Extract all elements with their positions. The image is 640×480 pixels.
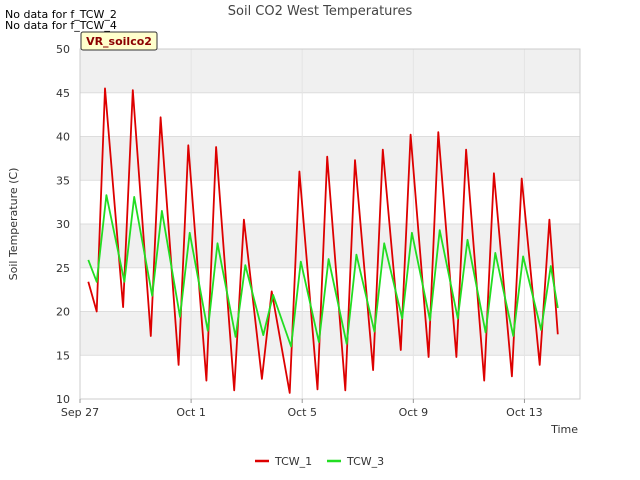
y-tick-label: 45 — [56, 87, 70, 100]
plot-band — [80, 355, 580, 399]
legend-label: TCW_3 — [346, 455, 384, 468]
x-tick-label: Sep 27 — [61, 406, 99, 419]
plot-band — [80, 92, 580, 137]
plot-band — [80, 49, 580, 93]
no-data-notice: No data for f_TCW_4 — [5, 19, 117, 32]
badge-box — [80, 31, 158, 51]
x-tick-label: Oct 5 — [287, 406, 317, 419]
y-tick-label: 15 — [56, 349, 70, 362]
plot-band — [80, 311, 580, 356]
series-line-tcw-3 — [87, 194, 559, 348]
legend-label: TCW_1 — [274, 455, 312, 468]
y-tick-label: 25 — [56, 262, 70, 275]
y-tick-label: 35 — [56, 174, 70, 187]
y-tick-label: 40 — [56, 131, 70, 144]
plot-band — [80, 267, 580, 312]
plot-band — [80, 136, 580, 181]
y-tick-label: 30 — [56, 218, 70, 231]
plot-frame — [79, 48, 581, 400]
x-tick-label: Oct 9 — [399, 406, 429, 419]
no-data-notice: No data for f_TCW_2 — [5, 8, 117, 21]
y-axis-label: Soil Temperature (C) — [7, 168, 20, 281]
x-axis-label: Time — [550, 423, 578, 436]
series-line-tcw-1 — [87, 87, 559, 394]
badge-label: VR_soilco2 — [86, 35, 152, 48]
x-tick-label: Oct 13 — [506, 406, 543, 419]
x-tick-label: Oct 1 — [176, 406, 206, 419]
y-tick-label: 20 — [56, 306, 70, 319]
chart-title: Soil CO2 West Temperatures — [228, 4, 413, 19]
y-tick-label: 10 — [56, 393, 70, 406]
y-tick-label: 50 — [56, 43, 70, 56]
